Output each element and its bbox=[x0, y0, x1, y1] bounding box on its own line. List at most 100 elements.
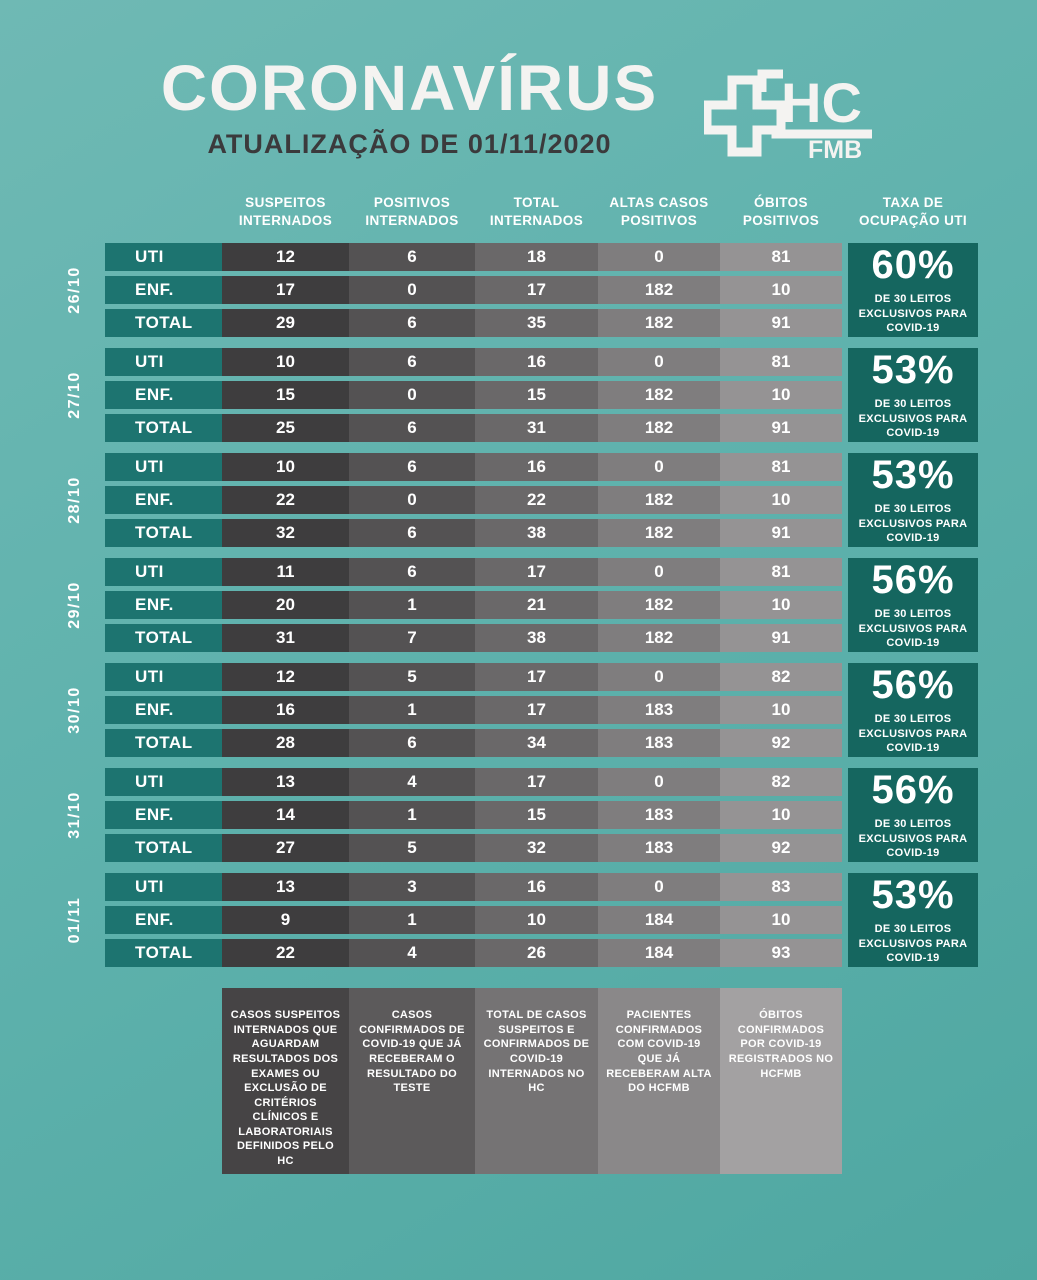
cell-obitos-positivos: 10 bbox=[720, 381, 842, 410]
legend-text: CASOS CONFIRMADOS DE COVID-19 QUE JÁ REC… bbox=[359, 1009, 465, 1095]
cell-total-internados: 17 bbox=[475, 558, 598, 587]
row-label: ENF. bbox=[105, 276, 222, 305]
date-label: 26/10 bbox=[66, 266, 83, 315]
cell-total-internados: 31 bbox=[475, 414, 598, 443]
cell-suspeitos-internados: 11 bbox=[222, 558, 349, 587]
cell-obitos-positivos: 81 bbox=[720, 243, 842, 272]
cell-suspeitos-internados: 14 bbox=[222, 801, 349, 830]
cell-suspeitos-internados: 22 bbox=[222, 939, 349, 968]
cell-suspeitos-internados: 10 bbox=[222, 348, 349, 377]
cell-suspeitos-internados: 17 bbox=[222, 276, 349, 305]
cell-positivos-internados: 0 bbox=[349, 486, 475, 515]
cell-altas-casos-positivos: 182 bbox=[598, 591, 720, 620]
legend-box: PACIENTES CONFIRMADOS COM COVID-19 QUE J… bbox=[598, 988, 720, 1175]
uti-occupancy-value: 60% bbox=[871, 243, 955, 288]
date-label: 29/10 bbox=[66, 581, 83, 630]
cell-obitos-positivos: 10 bbox=[720, 906, 842, 935]
cell-total-internados: 16 bbox=[475, 348, 598, 377]
cell-suspeitos-internados: 9 bbox=[222, 906, 349, 935]
date-label: 27/10 bbox=[66, 371, 83, 420]
cell-suspeitos-internados: 29 bbox=[222, 309, 349, 338]
cell-total-internados: 18 bbox=[475, 243, 598, 272]
cell-altas-casos-positivos: 0 bbox=[598, 873, 720, 902]
cell-obitos-positivos: 92 bbox=[720, 834, 842, 863]
date-group: 30/10 UTI 12 5 17 0 82 ENF. 16 1 17 183 10 TOTAL 28… bbox=[66, 663, 978, 758]
cell-total-internados: 32 bbox=[475, 834, 598, 863]
cell-total-internados: 38 bbox=[475, 519, 598, 548]
cell-altas-casos-positivos: 182 bbox=[598, 486, 720, 515]
cell-total-internados: 15 bbox=[475, 801, 598, 830]
cell-altas-casos-positivos: 0 bbox=[598, 663, 720, 692]
row-label: TOTAL bbox=[105, 309, 222, 338]
date-group: 01/11 UTI 13 3 16 0 83 ENF. 9 1 10 184 10 TOTAL 22 4… bbox=[66, 873, 978, 968]
row-label: UTI bbox=[105, 243, 222, 272]
cell-total-internados: 34 bbox=[475, 729, 598, 758]
cell-positivos-internados: 0 bbox=[349, 276, 475, 305]
cell-altas-casos-positivos: 182 bbox=[598, 381, 720, 410]
row-label: ENF. bbox=[105, 906, 222, 935]
cell-altas-casos-positivos: 184 bbox=[598, 939, 720, 968]
cell-total-internados: 21 bbox=[475, 591, 598, 620]
uti-occupancy-caption: DE 30 LEITOS EXCLUSIVOS PARA COVID-19 bbox=[858, 398, 968, 440]
uti-occupancy-value: 53% bbox=[871, 453, 955, 498]
legend-box: ÓBITOS CONFIRMADOS POR COVID-19 REGISTRA… bbox=[720, 988, 842, 1175]
covid-table: SUSPEITOS INTERNADOS POSITIVOS INTERNADO… bbox=[66, 194, 978, 968]
header-spacer bbox=[105, 194, 222, 230]
cell-total-internados: 16 bbox=[475, 873, 598, 902]
cell-altas-casos-positivos: 0 bbox=[598, 558, 720, 587]
table-header-row: SUSPEITOS INTERNADOS POSITIVOS INTERNADO… bbox=[105, 194, 978, 230]
date-label: 31/10 bbox=[66, 791, 83, 840]
uti-occupancy-value: 53% bbox=[871, 348, 955, 393]
uti-occupancy-caption: DE 30 LEITOS EXCLUSIVOS PARA COVID-19 bbox=[858, 608, 968, 650]
uti-occupancy-caption: DE 30 LEITOS EXCLUSIVOS PARA COVID-19 bbox=[858, 503, 968, 545]
date-label: 28/10 bbox=[66, 476, 83, 525]
col-header-obitos-positivos: ÓBITOS POSITIVOS bbox=[742, 195, 820, 229]
cell-suspeitos-internados: 13 bbox=[222, 768, 349, 797]
cell-total-internados: 10 bbox=[475, 906, 598, 935]
uti-occupancy-box: 53% DE 30 LEITOS EXCLUSIVOS PARA COVID-1… bbox=[848, 453, 978, 548]
cell-total-internados: 17 bbox=[475, 663, 598, 692]
cell-suspeitos-internados: 12 bbox=[222, 243, 349, 272]
cell-positivos-internados: 0 bbox=[349, 381, 475, 410]
cell-positivos-internados: 6 bbox=[349, 729, 475, 758]
cell-obitos-positivos: 82 bbox=[720, 768, 842, 797]
cell-altas-casos-positivos: 0 bbox=[598, 453, 720, 482]
date-group: 28/10 UTI 10 6 16 0 81 ENF. 22 0 22 182 10 TOTAL 32… bbox=[66, 453, 978, 548]
uti-occupancy-value: 56% bbox=[871, 558, 955, 603]
cell-altas-casos-positivos: 182 bbox=[598, 276, 720, 305]
cell-altas-casos-positivos: 182 bbox=[598, 624, 720, 653]
cell-altas-casos-positivos: 182 bbox=[598, 309, 720, 338]
cell-obitos-positivos: 10 bbox=[720, 276, 842, 305]
cell-suspeitos-internados: 15 bbox=[222, 381, 349, 410]
legend-text: ÓBITOS CONFIRMADOS POR COVID-19 REGISTRA… bbox=[728, 1009, 834, 1080]
cell-obitos-positivos: 83 bbox=[720, 873, 842, 902]
top-bracket-icon bbox=[757, 69, 784, 92]
cell-obitos-positivos: 91 bbox=[720, 414, 842, 443]
cell-altas-casos-positivos: 182 bbox=[598, 414, 720, 443]
cell-altas-casos-positivos: 184 bbox=[598, 906, 720, 935]
cell-suspeitos-internados: 16 bbox=[222, 696, 349, 725]
col-header-positivos-internados: POSITIVOS INTERNADOS bbox=[365, 195, 459, 229]
cell-total-internados: 26 bbox=[475, 939, 598, 968]
cell-altas-casos-positivos: 183 bbox=[598, 729, 720, 758]
uti-occupancy-value: 53% bbox=[871, 873, 955, 918]
uti-occupancy-box: 56% DE 30 LEITOS EXCLUSIVOS PARA COVID-1… bbox=[848, 663, 978, 758]
uti-occupancy-caption: DE 30 LEITOS EXCLUSIVOS PARA COVID-19 bbox=[858, 293, 968, 335]
row-label: UTI bbox=[105, 558, 222, 587]
page-title: CORONAVÍRUS bbox=[160, 52, 659, 124]
cell-positivos-internados: 1 bbox=[349, 696, 475, 725]
legend-text: CASOS SUSPEITOS INTERNADOS QUE AGUARDAM … bbox=[230, 1009, 341, 1167]
cell-obitos-positivos: 10 bbox=[720, 801, 842, 830]
cell-total-internados: 17 bbox=[475, 276, 598, 305]
uti-occupancy-box: 56% DE 30 LEITOS EXCLUSIVOS PARA COVID-1… bbox=[848, 558, 978, 653]
row-label: ENF. bbox=[105, 381, 222, 410]
row-label: UTI bbox=[105, 663, 222, 692]
legend-row: CASOS SUSPEITOS INTERNADOS QUE AGUARDAM … bbox=[222, 988, 1037, 1175]
cell-positivos-internados: 6 bbox=[349, 243, 475, 272]
uti-occupancy-box: 53% DE 30 LEITOS EXCLUSIVOS PARA COVID-1… bbox=[848, 348, 978, 443]
row-label: ENF. bbox=[105, 696, 222, 725]
cell-suspeitos-internados: 31 bbox=[222, 624, 349, 653]
cell-obitos-positivos: 82 bbox=[720, 663, 842, 692]
cell-suspeitos-internados: 25 bbox=[222, 414, 349, 443]
cell-obitos-positivos: 10 bbox=[720, 696, 842, 725]
